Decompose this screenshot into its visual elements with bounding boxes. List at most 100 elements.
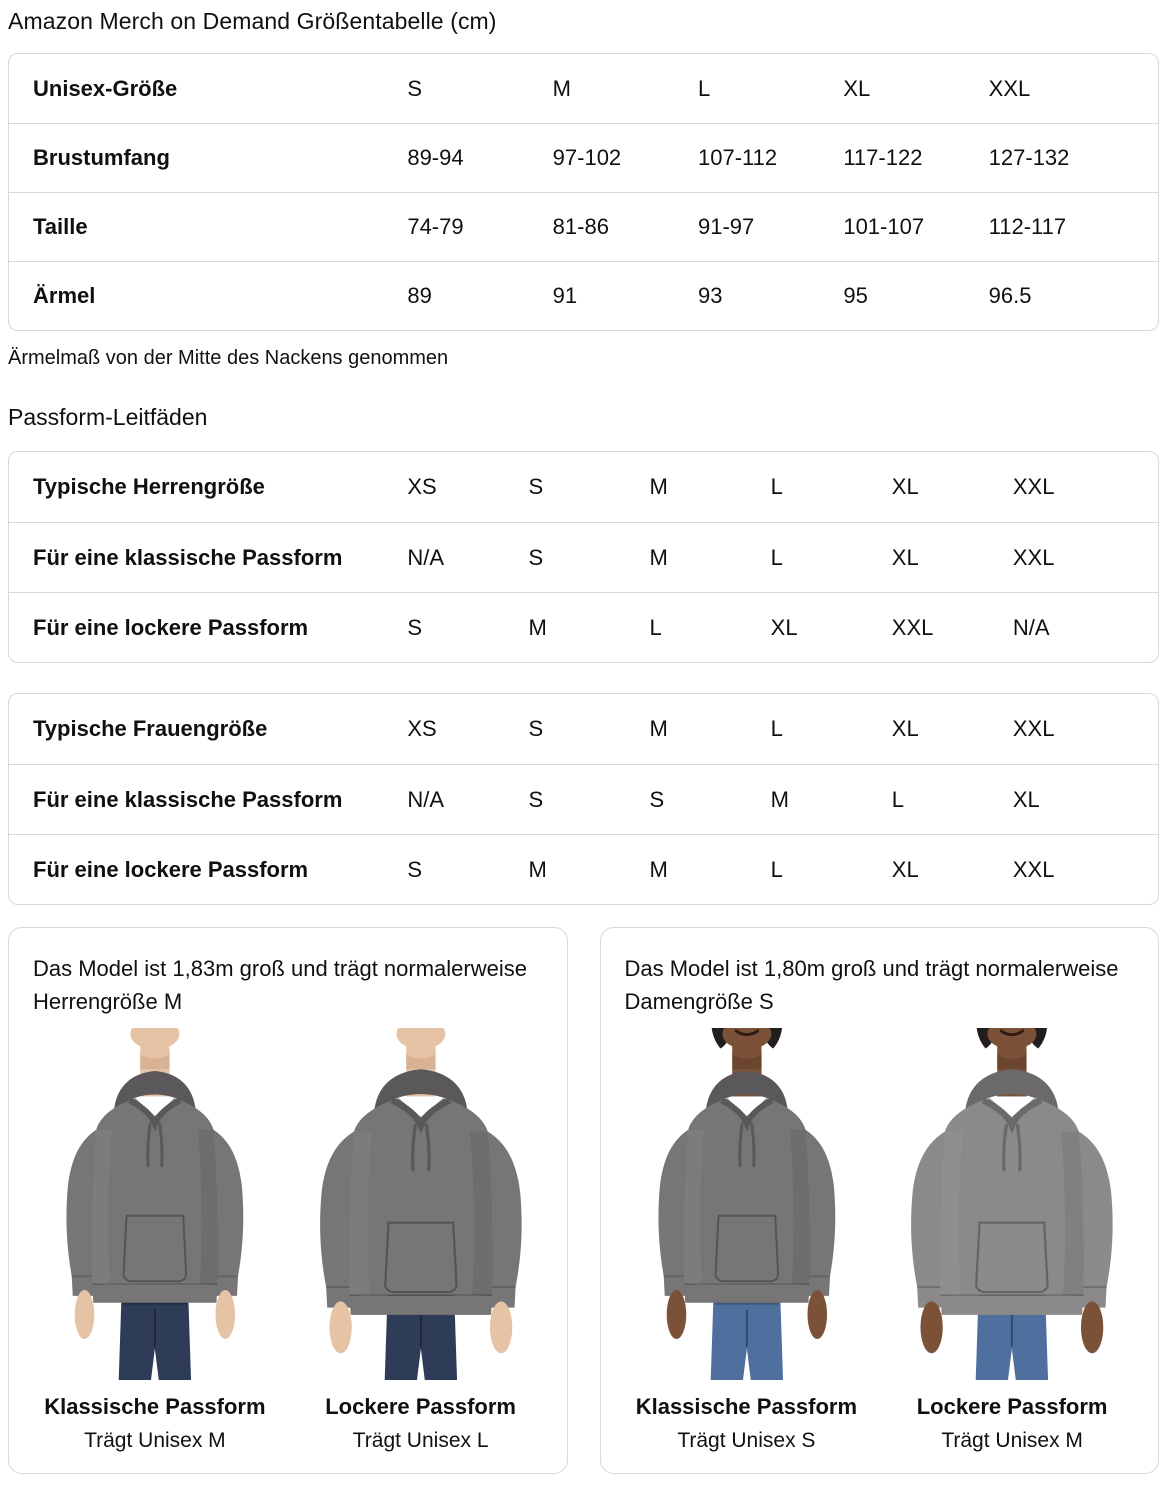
size-cell: M — [649, 716, 668, 741]
size-cell: M — [528, 856, 547, 882]
model-photo-male-loose — [293, 1028, 549, 1380]
size-guide-page: Amazon Merch on Demand Größentabelle (cm… — [8, 8, 1159, 1474]
fit-guides-heading: Passform-Leitfäden — [8, 404, 208, 430]
hoodie-model-illustration — [66, 1028, 244, 1380]
measure-cell: 89-94 — [407, 145, 464, 170]
model-jeans — [118, 1292, 192, 1380]
row-label: Taille — [33, 214, 88, 239]
size-cell: S — [407, 75, 423, 101]
fit-size: Trägt Unisex L — [352, 1429, 489, 1452]
fit-name: Klassische Passform — [635, 1394, 858, 1419]
row-label: Für eine lockere Passform — [33, 614, 309, 640]
size-cell: L — [770, 716, 783, 741]
size-cell: L — [649, 614, 662, 640]
size-cell: S — [407, 856, 423, 882]
measure-cell: 117-122 — [843, 145, 923, 170]
size-cell: XXL — [1012, 856, 1055, 882]
table-row: Ärmel 89 91 93 95 96.5 — [9, 261, 1158, 330]
fit-name: Lockere Passform — [325, 1394, 516, 1419]
table-row: Typische Frauengröße XS S M L XL XXL — [9, 694, 1158, 764]
page-title: Amazon Merch on Demand Größentabelle (cm… — [8, 8, 497, 34]
measure-cell: 101-107 — [843, 214, 925, 239]
size-cell: N/A — [407, 544, 445, 570]
size-cell: M — [649, 474, 668, 499]
size-cell: XL — [891, 544, 919, 570]
table-row: Für eine lockere Passform S M M L XL XXL — [9, 834, 1158, 904]
fit-size: Trägt Unisex M — [941, 1429, 1083, 1452]
fit-size: Trägt Unisex M — [84, 1429, 226, 1452]
model-photo-female-loose — [884, 1028, 1140, 1380]
size-cell: M — [528, 614, 547, 640]
size-cell: XL — [843, 75, 871, 101]
model-cards: Das Model ist 1,83m groß und trägt norma… — [8, 927, 1159, 1474]
measure-cell: 74-79 — [407, 214, 464, 239]
measure-cell: 91-97 — [697, 214, 755, 239]
size-cell: L — [697, 75, 711, 101]
row-label: Ärmel — [33, 283, 96, 308]
womens-model-card: Das Model ist 1,80m groß und trägt norma… — [599, 927, 1159, 1474]
model-hoodie — [66, 1071, 244, 1339]
model-hoodie — [657, 1071, 835, 1339]
size-cell: M — [649, 856, 668, 882]
size-cell: XXL — [988, 75, 1031, 101]
size-cell: XXL — [1012, 544, 1055, 570]
table-row: Taille 74-79 81-86 91-97 101-107 112-117 — [9, 192, 1158, 261]
fit-name: Klassische Passform — [44, 1394, 266, 1419]
measure-cell: 93 — [697, 283, 723, 308]
mens-fit-table: Typische Herrengröße XS S M L XL XXL Für… — [8, 451, 1159, 663]
table-row: Für eine lockere Passform S M L XL XXL N… — [9, 592, 1158, 662]
size-cell: XXL — [1012, 716, 1055, 741]
row-label: Für eine lockere Passform — [33, 856, 309, 882]
measure-cell: 97-102 — [552, 145, 622, 170]
model-classic-fit: Klassische Passform Trägt Unisex M — [27, 1028, 283, 1453]
size-cell: S — [649, 786, 665, 812]
measure-cell: 96.5 — [988, 283, 1032, 308]
row-label: Typische Frauengröße — [33, 716, 268, 741]
size-cell: XXL — [1012, 474, 1055, 499]
table-row: Unisex-Größe S M L XL XXL — [9, 54, 1158, 123]
row-label: Brustumfang — [33, 145, 170, 170]
size-cell: S — [407, 614, 423, 640]
size-cell: N/A — [407, 786, 445, 812]
measure-cell: 95 — [843, 283, 868, 308]
size-cell: M — [552, 75, 571, 101]
hoodie-model-illustration — [911, 1028, 1113, 1380]
row-label: Typische Herrengröße — [33, 474, 265, 499]
sleeve-measure-note: Ärmelmaß von der Mitte des Nackens genom… — [8, 347, 449, 369]
hoodie-model-illustration — [657, 1028, 835, 1380]
size-cell: M — [770, 786, 789, 812]
row-label: Für eine klassische Passform — [33, 786, 343, 812]
size-cell: L — [891, 786, 905, 812]
model-photo-male-classic — [27, 1028, 283, 1380]
card-title: Das Model ist 1,83m groß und trägt norma… — [33, 956, 527, 1014]
model-columns: Klassische Passform Trägt Unisex M — [27, 1028, 549, 1453]
size-cell: S — [528, 716, 544, 741]
table-row: Für eine klassische Passform N/A S S M L… — [9, 764, 1158, 834]
card-title: Das Model ist 1,80m groß und trägt norma… — [624, 956, 1119, 1014]
model-loose-fit: Lockere Passform Trägt Unisex L — [293, 1028, 549, 1453]
size-cell: XL — [891, 474, 919, 499]
row-label: Unisex-Größe — [33, 75, 178, 101]
model-jeans — [710, 1292, 783, 1380]
model-classic-fit: Klassische Passform Trägt Unisex S — [619, 1028, 875, 1453]
size-cell: M — [649, 544, 668, 570]
size-cell: L — [770, 474, 783, 499]
table-row: Für eine klassische Passform N/A S M L X… — [9, 522, 1158, 592]
model-hoodie — [319, 1069, 522, 1354]
table-row: Typische Herrengröße XS S M L XL XXL — [9, 452, 1158, 522]
model-columns: Klassische Passform Trägt Unisex S — [619, 1028, 1141, 1453]
measure-cell: 112-117 — [988, 214, 1067, 239]
table-row: Brustumfang 89-94 97-102 107-112 117-122… — [9, 123, 1158, 192]
measure-cell: 127-132 — [988, 145, 1070, 170]
size-cell: N/A — [1012, 614, 1050, 640]
size-cell: S — [528, 786, 544, 812]
size-cell: XL — [891, 716, 919, 741]
size-cell: XXL — [891, 614, 934, 640]
measure-cell: 89 — [407, 283, 432, 308]
size-cell: XL — [770, 614, 798, 640]
womens-fit-table: Typische Frauengröße XS S M L XL XXL Für… — [8, 693, 1159, 905]
fit-size: Trägt Unisex S — [677, 1429, 816, 1452]
size-cell: L — [770, 856, 783, 882]
measure-cell: 107-112 — [697, 145, 778, 170]
size-cell: XL — [891, 856, 919, 882]
